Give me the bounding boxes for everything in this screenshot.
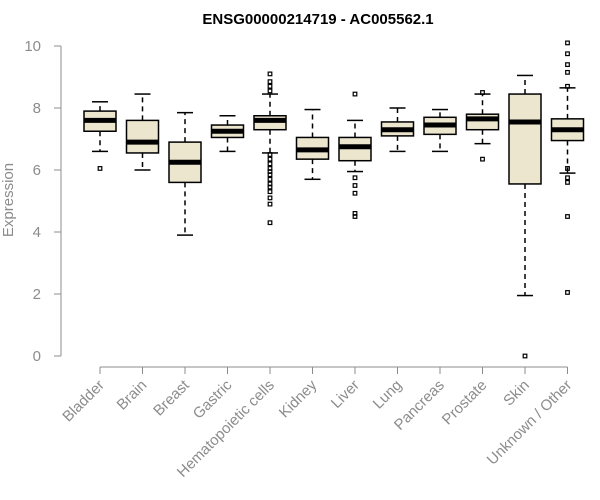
outlier-point: [352, 175, 358, 181]
outlier-point: [352, 183, 358, 188]
outlier-point: [565, 62, 570, 67]
outlier-point: [565, 175, 570, 181]
x-tick-label: Prostate: [439, 377, 491, 429]
x-tick-label: Breast: [150, 376, 193, 419]
iqr-box: [125, 119, 160, 154]
box-gastric: [210, 115, 245, 153]
outlier-point: [522, 353, 528, 359]
outlier-point: [565, 40, 570, 46]
x-tick-label: Liver: [328, 377, 363, 412]
y-tick-label: 2: [33, 286, 41, 303]
x-tick-label: Lung: [370, 377, 406, 413]
box-hematopoietic-cells: [253, 71, 287, 226]
outlier-point: [480, 90, 485, 95]
x-tick-label: Brain: [114, 377, 151, 414]
x-tick-label: Skin: [500, 377, 533, 410]
outlier-point: [565, 290, 570, 295]
outlier-point: [267, 201, 273, 207]
outlier-point: [267, 83, 273, 89]
box-pancreas: [423, 108, 457, 153]
outlier-point: [565, 214, 570, 219]
outlier-point: [267, 71, 273, 77]
outlier-point: [267, 172, 273, 178]
chart-title: ENSG00000214719 - AC005562.1: [202, 11, 433, 28]
box-prostate: [465, 90, 500, 162]
box-kidney: [295, 108, 330, 181]
outlier-point: [267, 79, 273, 85]
y-axis: 0 2 4 6 8 10: [24, 38, 62, 365]
outlier-point: [352, 190, 358, 196]
box-brain: [125, 93, 160, 171]
outlier-point: [267, 189, 273, 195]
boxes-group: [83, 40, 585, 359]
outlier-point: [565, 180, 570, 185]
box-skin: [508, 74, 542, 359]
box-bladder: [83, 101, 117, 171]
outlier-point: [97, 166, 103, 171]
outlier-point: [565, 166, 570, 171]
outlier-point: [565, 51, 570, 57]
y-tick-label: 4: [33, 224, 41, 241]
outlier-point: [267, 220, 273, 226]
outlier-point: [267, 184, 273, 190]
box-breast: [168, 111, 202, 236]
y-tick-label: 8: [33, 100, 41, 117]
x-tick-label: Kidney: [276, 376, 321, 421]
outlier-point: [267, 176, 273, 182]
outlier-point: [480, 156, 485, 162]
outlier-point: [267, 156, 273, 162]
y-axis-label: Expression: [0, 163, 17, 237]
y-tick-label: 10: [24, 38, 41, 55]
iqr-box: [508, 93, 542, 185]
box-unknown-other: [550, 40, 585, 295]
y-tick-label: 0: [33, 348, 41, 365]
outlier-point: [565, 69, 570, 75]
box-liver: [338, 91, 372, 219]
box-lung: [380, 107, 415, 153]
outlier-point: [352, 214, 358, 219]
y-tick-label: 6: [33, 162, 41, 179]
outlier-point: [565, 83, 570, 89]
outlier-point: [267, 195, 273, 201]
outlier-point: [267, 152, 273, 157]
outlier-point: [267, 88, 273, 94]
x-tick-label: Bladder: [59, 377, 108, 426]
outlier-point: [267, 161, 273, 167]
outlier-point: [352, 91, 358, 97]
